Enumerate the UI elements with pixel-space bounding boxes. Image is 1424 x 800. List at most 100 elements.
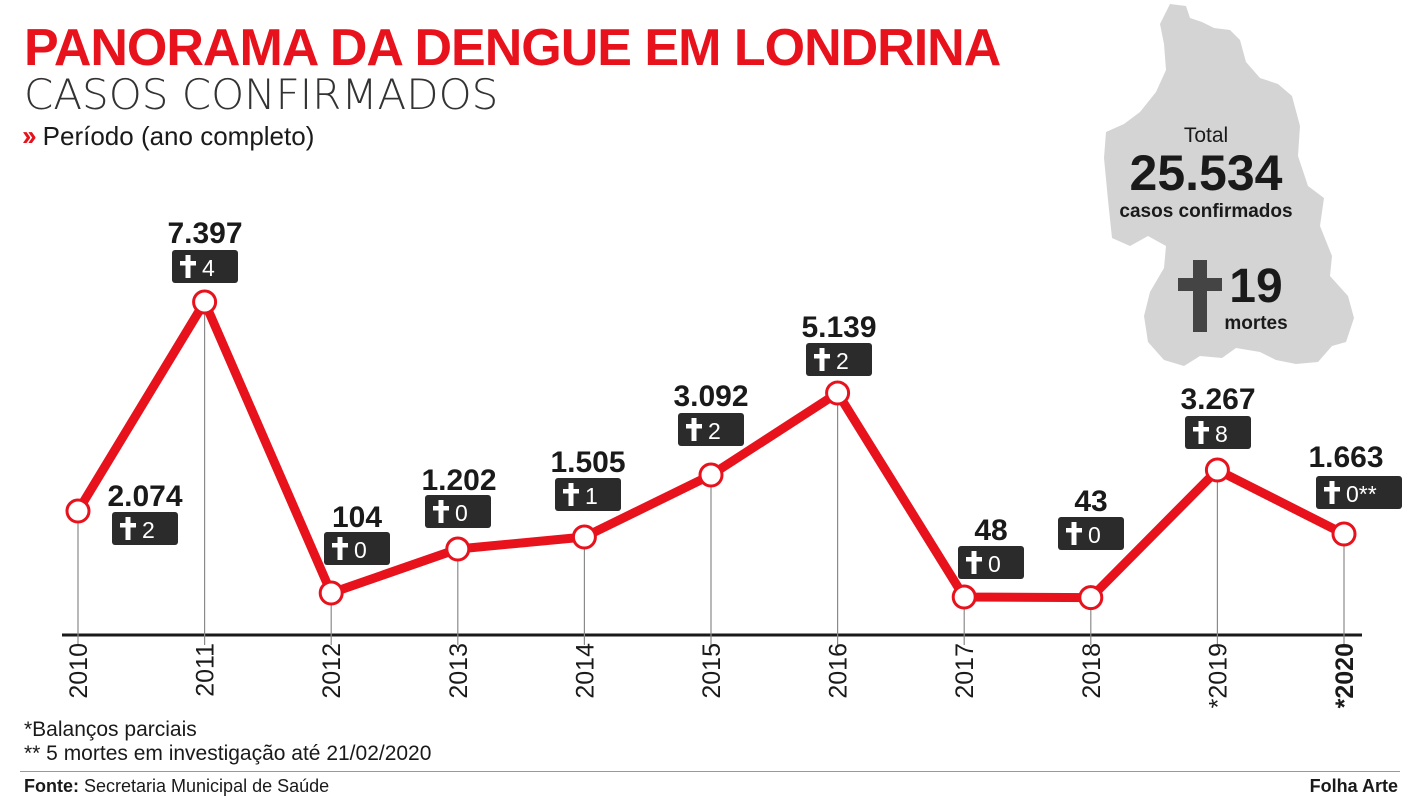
cross-icon-horizontal: [686, 424, 702, 429]
x-tick-label: 2010: [65, 643, 93, 699]
death-count: 0: [354, 537, 367, 563]
data-point: [445, 536, 471, 562]
deaths-cross-icon: [1178, 260, 1222, 332]
double-chevron-right-icon: ››: [22, 120, 37, 151]
cross-icon-vertical: [568, 483, 574, 506]
cross-icon: [1066, 522, 1082, 545]
x-tick-labels: 2010 2011 2012 2013 2014 2015 2016 2017 2018 *201…: [65, 643, 1359, 708]
data-point: [1331, 521, 1357, 547]
cross-icon-horizontal: [1324, 487, 1340, 492]
period-label: Período (ano completo): [42, 121, 315, 151]
data-points: [65, 289, 1357, 611]
note-partial: *Balanços parciais: [24, 718, 197, 741]
value-label: 1.505: [550, 446, 625, 479]
data-point: [825, 380, 851, 406]
drop-lines: [77, 302, 1345, 645]
data-point: [1204, 457, 1230, 483]
cross-icon-vertical: [1198, 421, 1204, 444]
source: Fonte: Secretaria Municipal de Saúde: [24, 775, 329, 797]
value-label: 3.267: [1180, 383, 1255, 416]
death-count: 0: [455, 500, 468, 526]
cross-icon: [433, 500, 449, 523]
value-label: 5.139: [801, 311, 876, 344]
data-point: [192, 289, 218, 315]
death-badge: 0**: [1316, 476, 1402, 509]
death-badge: 2: [112, 512, 178, 545]
cross-icon-vertical: [971, 551, 977, 574]
source-label: Fonte:: [24, 776, 79, 796]
x-tick-label: 2011: [192, 643, 220, 697]
death-badge: 0: [1058, 517, 1124, 550]
source-text: Secretaria Municipal de Saúde: [84, 776, 330, 796]
x-tick-label: 2014: [571, 643, 599, 699]
credit: Folha Arte: [1309, 776, 1398, 796]
x-tick-label: 2012: [318, 643, 346, 699]
deaths-value: 19: [1229, 260, 1282, 313]
cross-icon-horizontal: [1066, 528, 1082, 533]
death-count: 0: [1088, 522, 1101, 548]
value-label: 1.663: [1308, 441, 1383, 474]
total-label: Total: [1184, 124, 1228, 147]
death-badge-bg: [1316, 476, 1402, 509]
death-badge: 0: [324, 532, 390, 565]
londrina-map: [1104, 4, 1354, 366]
cross-icon: [1193, 421, 1209, 444]
cross-icon: [332, 537, 348, 560]
cross-icon-vertical: [185, 255, 191, 278]
summary-box: Total 25.534 casos confirmados 19 mortes: [1119, 124, 1292, 334]
value-label: 3.092: [673, 380, 748, 413]
value-label: 104: [332, 501, 382, 534]
cross-icon: [686, 418, 702, 441]
total-caption: casos confirmados: [1119, 201, 1292, 222]
death-badge: 2: [678, 413, 744, 446]
death-badge: 8: [1185, 416, 1251, 449]
cross-icon-vertical: [819, 348, 825, 371]
death-count: 1: [585, 483, 598, 509]
page-subtitle: CASOS CONFIRMADOS: [24, 70, 499, 119]
cross-icon-vertical: [337, 537, 343, 560]
cross-icon-horizontal: [814, 354, 830, 359]
cross-icon-horizontal: [1193, 427, 1209, 432]
death-count: 0**: [1346, 481, 1377, 507]
data-point: [1078, 585, 1104, 611]
death-badge: 0: [425, 495, 491, 528]
value-label: 1.202: [421, 464, 496, 497]
cross-icon-vertical: [125, 517, 131, 540]
cross-icon: [966, 551, 982, 574]
data-point: [571, 524, 597, 550]
value-label: 7.397: [167, 217, 242, 250]
total-value: 25.534: [1130, 145, 1283, 201]
page-title: PANORAMA DA DENGUE EM LONDRINA: [24, 19, 1001, 77]
cross-icon-vertical: [1071, 522, 1077, 545]
cross-icon: [1324, 481, 1340, 504]
death-count: 2: [142, 517, 155, 543]
x-tick-label: *2020: [1331, 643, 1359, 708]
cross-icon: [814, 348, 830, 371]
data-point: [318, 580, 344, 606]
cross-icon: [120, 517, 136, 540]
cross-icon-vertical: [1329, 481, 1335, 504]
data-point: [951, 584, 977, 610]
cross-icon-horizontal: [332, 543, 348, 548]
cross-icon-horizontal: [180, 261, 196, 266]
x-tick-label: 2015: [698, 643, 726, 699]
death-badge: 0: [958, 546, 1024, 579]
death-badge: 1: [555, 478, 621, 511]
cross-icon-horizontal: [433, 506, 449, 511]
data-labels: 2.074 2 7.397 4 104 0 1.202 0 1.505 1 3.092 2 5.139 2…: [107, 217, 1402, 579]
note-investigation: ** 5 mortes em investigação até 21/02/20…: [24, 742, 432, 765]
period-label-row: ›› Período (ano completo): [22, 120, 314, 152]
deaths-caption: mortes: [1224, 313, 1287, 334]
data-point: [698, 462, 724, 488]
data-point: [65, 498, 91, 524]
x-tick-label: *2019: [1204, 643, 1232, 708]
cross-icon-horizontal: [563, 489, 579, 494]
cross-icon-vertical: [691, 418, 697, 441]
value-label: 2.074: [107, 480, 182, 513]
x-tick-label: 2018: [1078, 643, 1106, 699]
x-tick-label: 2016: [825, 643, 853, 699]
death-badge: 4: [172, 250, 238, 283]
value-label: 48: [974, 514, 1007, 547]
footer-divider: [20, 771, 1400, 772]
